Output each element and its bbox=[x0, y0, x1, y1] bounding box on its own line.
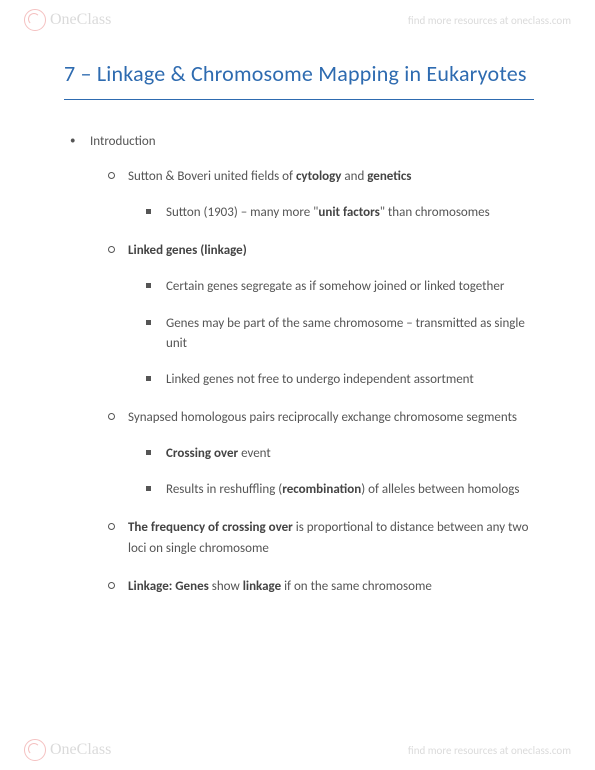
list-item: Results in reshuffling (recombination) o… bbox=[128, 480, 534, 500]
list-item: Linked genes (linkage) Certain genes seg… bbox=[90, 241, 534, 390]
bold-text: unit factors bbox=[318, 205, 379, 220]
text: Certain genes segregate as if somehow jo… bbox=[166, 279, 504, 294]
outline-root: Introduction Sutton & Boveri united fiel… bbox=[64, 134, 534, 597]
bold-text: cytology bbox=[296, 169, 342, 184]
list-item: Synapsed homologous pairs reciprocally e… bbox=[90, 408, 534, 500]
page-title: 7 – Linkage & Chromosome Mapping in Euka… bbox=[64, 60, 534, 99]
outline-level3: Certain genes segregate as if somehow jo… bbox=[128, 277, 534, 390]
text: ) of alleles between homologs bbox=[361, 482, 519, 497]
oneclass-logo-icon bbox=[24, 739, 46, 761]
list-item: The frequency of crossing over is propor… bbox=[90, 518, 534, 558]
text: " than chromosomes bbox=[380, 205, 490, 220]
resources-link[interactable]: find more resources at oneclass.com bbox=[408, 14, 571, 27]
list-item: Sutton & Boveri united fields of cytolog… bbox=[90, 167, 534, 223]
bold-text: linkage bbox=[243, 579, 281, 594]
text: Synapsed homologous pairs reciprocally e… bbox=[128, 410, 517, 425]
text: Linked genes not free to undergo indepen… bbox=[166, 372, 474, 387]
bold-text: genetics bbox=[367, 169, 411, 184]
bold-text: The frequency of crossing over bbox=[128, 520, 293, 535]
bold-text: Crossing over bbox=[166, 446, 238, 461]
outline-level3: Sutton (1903) – many more "unit factors"… bbox=[128, 203, 534, 223]
text: if on the same chromosome bbox=[281, 579, 432, 594]
footer-bar: OneClass find more resources at oneclass… bbox=[0, 730, 595, 770]
text: and bbox=[341, 169, 367, 184]
bold-text: Linkage: Genes bbox=[128, 579, 209, 594]
resources-link[interactable]: find more resources at oneclass.com bbox=[408, 744, 571, 757]
bold-text: Linked genes (linkage) bbox=[128, 243, 247, 258]
list-item: Crossing over event bbox=[128, 444, 534, 464]
logo: OneClass bbox=[24, 9, 111, 31]
title-underline bbox=[64, 99, 534, 100]
text: Sutton (1903) – many more " bbox=[166, 205, 318, 220]
outline-level2: Sutton & Boveri united fields of cytolog… bbox=[90, 167, 534, 597]
header-bar: OneClass find more resources at oneclass… bbox=[0, 0, 595, 40]
list-item: Genes may be part of the same chromosome… bbox=[128, 314, 534, 354]
text: Sutton & Boveri united fields of bbox=[128, 169, 296, 184]
list-item: Linked genes not free to undergo indepen… bbox=[128, 370, 534, 390]
list-item: Certain genes segregate as if somehow jo… bbox=[128, 277, 534, 297]
bold-text: recombination bbox=[282, 482, 361, 497]
list-item: Introduction Sutton & Boveri united fiel… bbox=[64, 134, 534, 597]
text: Results in reshuffling ( bbox=[166, 482, 282, 497]
document-page: 7 – Linkage & Chromosome Mapping in Euka… bbox=[64, 60, 534, 615]
text: event bbox=[238, 446, 271, 461]
oneclass-logo-icon bbox=[24, 9, 46, 31]
outline-level3: Crossing over event Results in reshuffli… bbox=[128, 444, 534, 500]
list-item: Linkage: Genes show linkage if on the sa… bbox=[90, 577, 534, 597]
text: Genes may be part of the same chromosome… bbox=[166, 316, 525, 351]
text: show bbox=[209, 579, 243, 594]
logo: OneClass bbox=[24, 739, 111, 761]
logo-text: OneClass bbox=[50, 741, 111, 759]
list-item: Sutton (1903) – many more "unit factors"… bbox=[128, 203, 534, 223]
logo-text: OneClass bbox=[50, 11, 111, 29]
intro-label: Introduction bbox=[90, 134, 156, 149]
